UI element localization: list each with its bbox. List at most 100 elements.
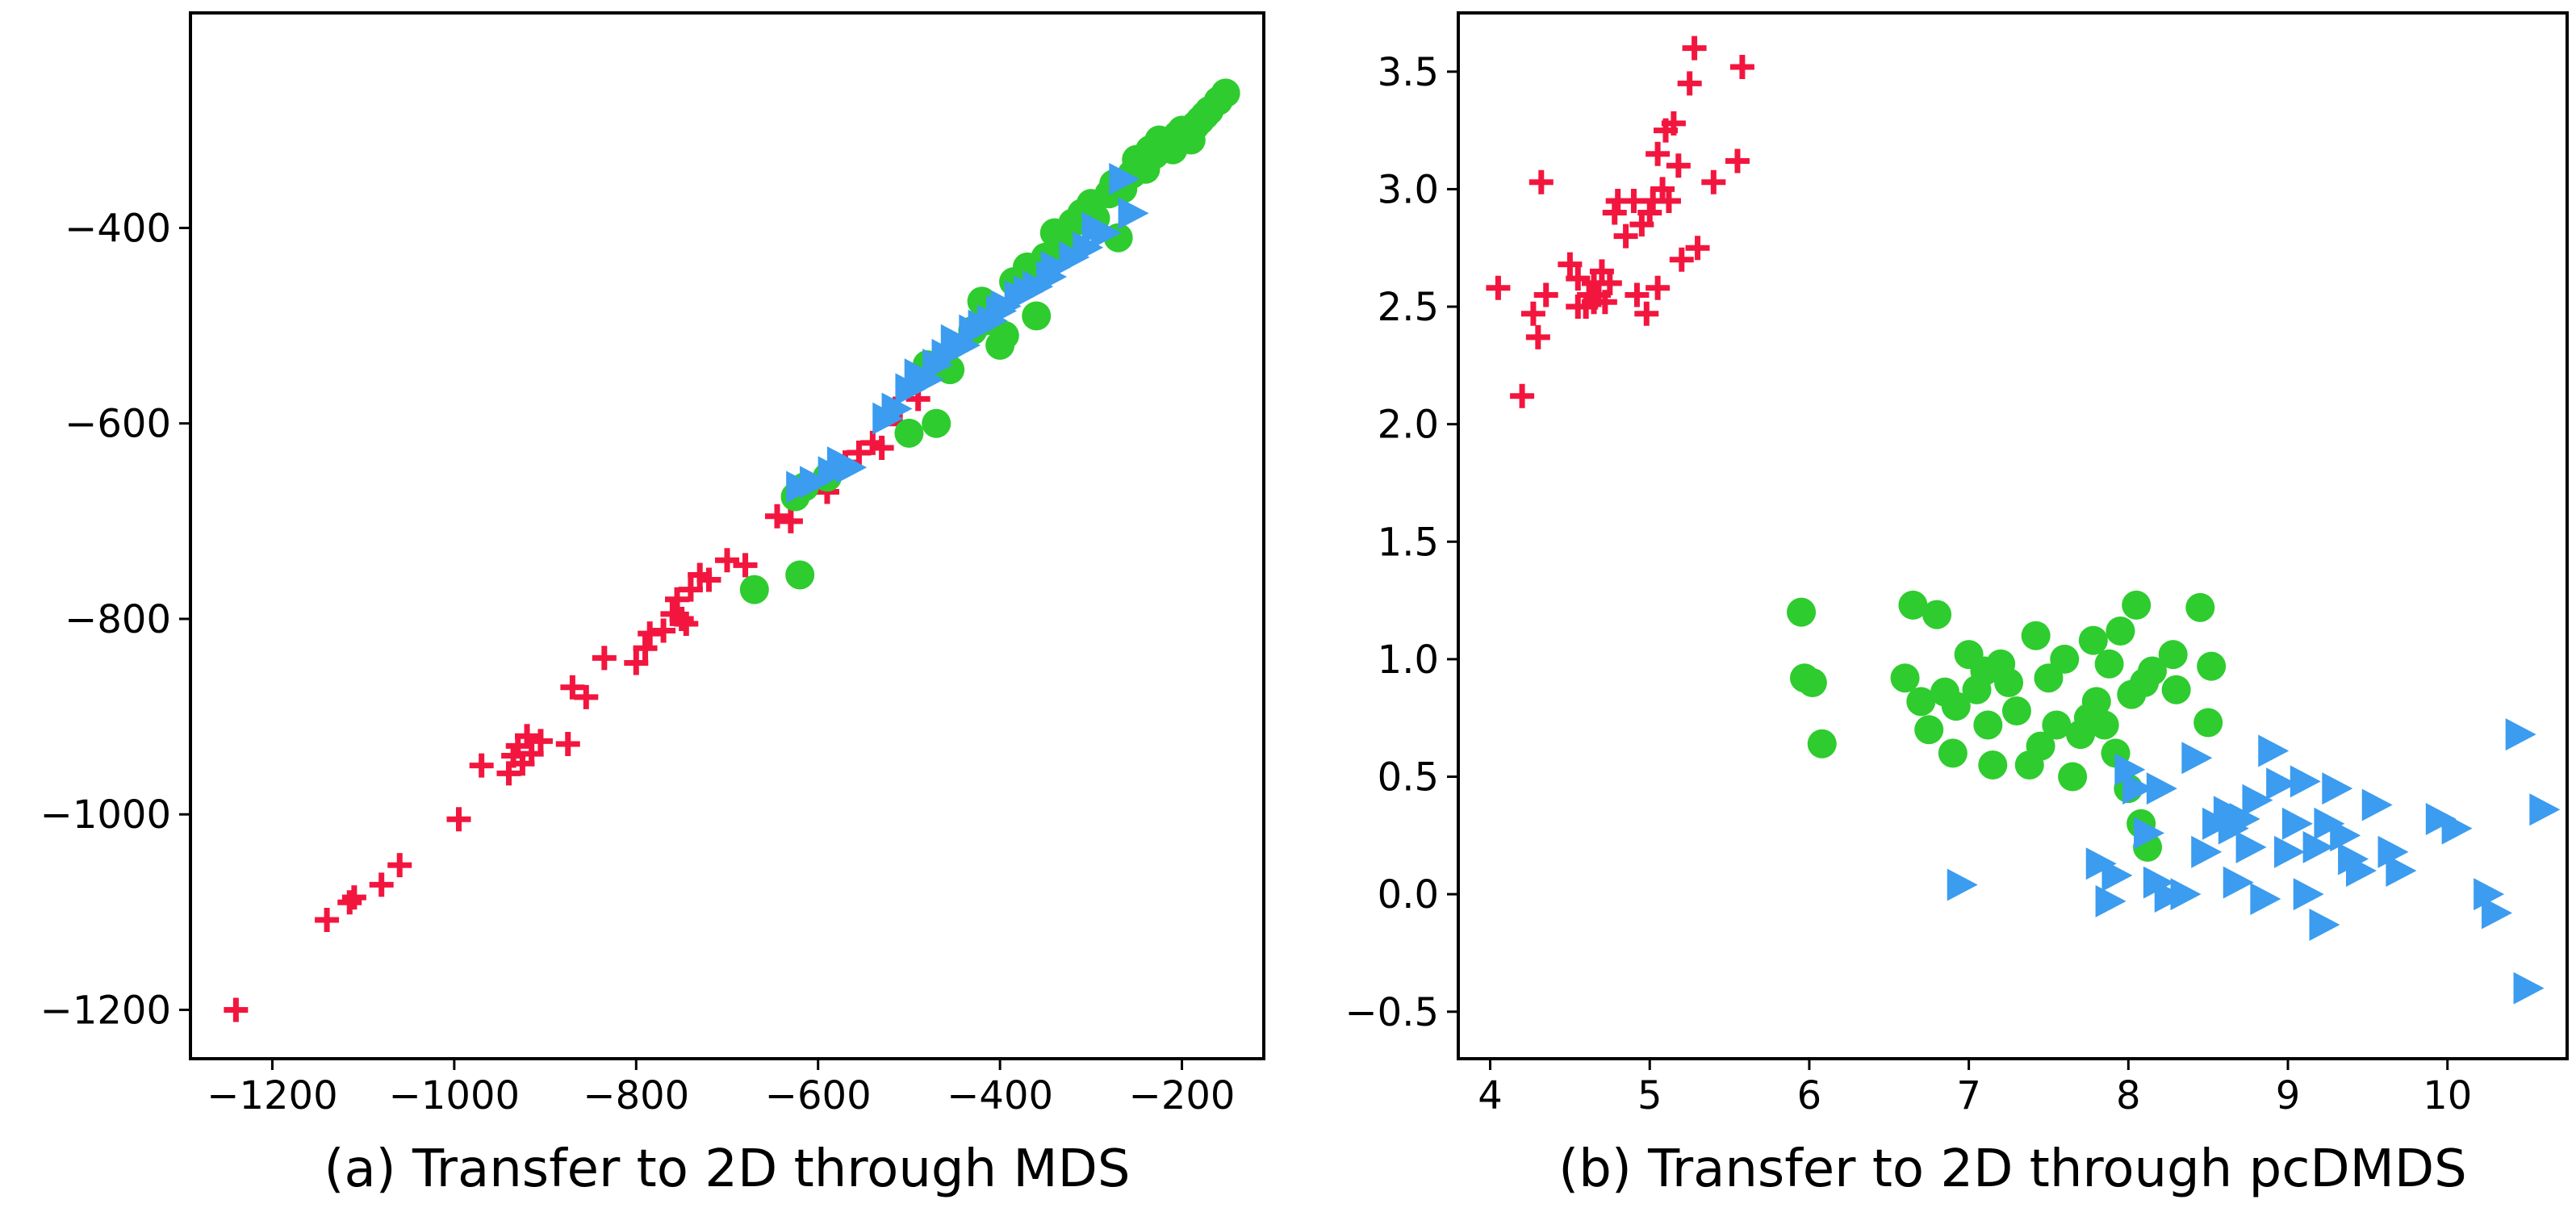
y-tick-label: −1200 (40, 988, 171, 1033)
class-1-point (778, 508, 803, 533)
class-3-point (2250, 882, 2281, 915)
class-3-point (1947, 868, 1978, 901)
class-2-point (1890, 663, 1920, 693)
class-3-point (2474, 878, 2505, 911)
class-3-point (2290, 765, 2321, 798)
class-1-point (574, 684, 599, 709)
class-3-point (2361, 788, 2393, 821)
scatter-points-mds (224, 78, 1240, 1022)
class-1-point (665, 587, 690, 612)
class-1-point (1661, 111, 1686, 136)
y-tick-label: 0.0 (1378, 872, 1439, 917)
class-3-point (2134, 817, 2165, 850)
x-tick-label: 9 (2276, 1073, 2301, 1118)
y-tick-label: 3.0 (1378, 167, 1439, 212)
y-tick-label: −1000 (40, 792, 171, 838)
class-3-point (2377, 835, 2409, 868)
class-2-point (2026, 731, 2055, 761)
class-1-point (1558, 252, 1583, 277)
class-3-point (2314, 807, 2345, 840)
class-1-point (1613, 224, 1638, 249)
class-1-point (446, 807, 471, 832)
class-1-point (315, 908, 340, 933)
class-3-point (2258, 734, 2290, 767)
class-1-point (696, 567, 721, 592)
class-1-point (1682, 36, 1707, 61)
class-2-point (1898, 590, 1928, 620)
class-3-point (2330, 819, 2361, 852)
y-tick-label: −0.5 (1344, 990, 1439, 1035)
class-1-point (387, 853, 412, 878)
class-3-point (2293, 878, 2324, 911)
class-1-point (1602, 200, 1627, 225)
class-1-point (1525, 324, 1550, 349)
x-tick-label: 8 (2116, 1073, 2141, 1118)
y-tick-label: 1.0 (1378, 637, 1439, 683)
class-1-point (1582, 290, 1607, 315)
y-tick-label: −600 (65, 402, 171, 447)
class-1-point (733, 553, 758, 578)
class-2-point (2158, 640, 2188, 670)
class-3-point (2513, 972, 2545, 1005)
x-tick-label: −1200 (207, 1073, 337, 1118)
class-2-point (2089, 710, 2119, 740)
class-2-point (2185, 592, 2215, 622)
class-2-point (989, 320, 1019, 350)
class-2-point (2001, 696, 2031, 725)
class-3-point (2242, 784, 2273, 817)
class-2-point (1941, 692, 1971, 721)
class-1-point (847, 441, 872, 466)
class-1-point (469, 753, 494, 778)
class-1-point (224, 997, 249, 1022)
class-3-point (2482, 897, 2513, 930)
class-1-point (1566, 295, 1591, 320)
class-2-point (922, 408, 951, 438)
class-3-point (881, 392, 913, 425)
class-1-point (337, 890, 362, 915)
y-tick-label: 2.0 (1378, 403, 1439, 448)
class-1-point (869, 435, 894, 460)
class-3-point (2122, 772, 2154, 805)
y-tick-label: −800 (65, 597, 171, 642)
class-1-point (651, 618, 676, 643)
class-1-point (1685, 236, 1710, 261)
class-3-point (1109, 162, 1140, 195)
class-1-point (678, 577, 703, 602)
class-3-point (2114, 753, 2146, 786)
class-1-point (496, 761, 521, 786)
class-2-point (2042, 710, 2072, 740)
class-3-point (2170, 878, 2202, 911)
class-2-point (2106, 616, 2135, 646)
class-1-point (1625, 282, 1650, 307)
class-1-point (638, 621, 663, 646)
class-1-point (715, 548, 739, 573)
class-3-point (2235, 830, 2267, 863)
class-2-point (2081, 687, 2111, 717)
class-2-point (2078, 625, 2108, 655)
class-1-point (592, 646, 617, 671)
class-3-point (2085, 847, 2117, 880)
plot-frame-mds (189, 11, 1265, 1060)
class-3-point (2309, 908, 2340, 941)
class-3-point (2223, 866, 2254, 899)
class-3-point (931, 338, 963, 371)
class-2-point (1807, 729, 1837, 759)
class-3-point (1073, 231, 1104, 264)
class-3-point (836, 451, 868, 484)
class-1-point (1729, 54, 1754, 79)
class-2-point (1797, 668, 1827, 698)
class-1-point (1666, 153, 1691, 178)
class-3-point (800, 466, 831, 499)
class-3-point (2154, 880, 2185, 913)
class-2-point (785, 560, 815, 590)
caption-pcdmds: (b) Transfer to 2D through pcDMDS (1558, 1139, 2467, 1199)
class-1-point (1528, 169, 1554, 194)
class-3-point (913, 363, 944, 396)
class-1-point (1646, 141, 1671, 166)
caption-mds: (a) Transfer to 2D through MDS (324, 1139, 1130, 1199)
class-3-point (2229, 802, 2260, 835)
class-1-point (341, 885, 366, 910)
class-2-point (1973, 710, 2003, 740)
class-3-point (2181, 742, 2213, 775)
class-2-point (1211, 78, 1240, 108)
